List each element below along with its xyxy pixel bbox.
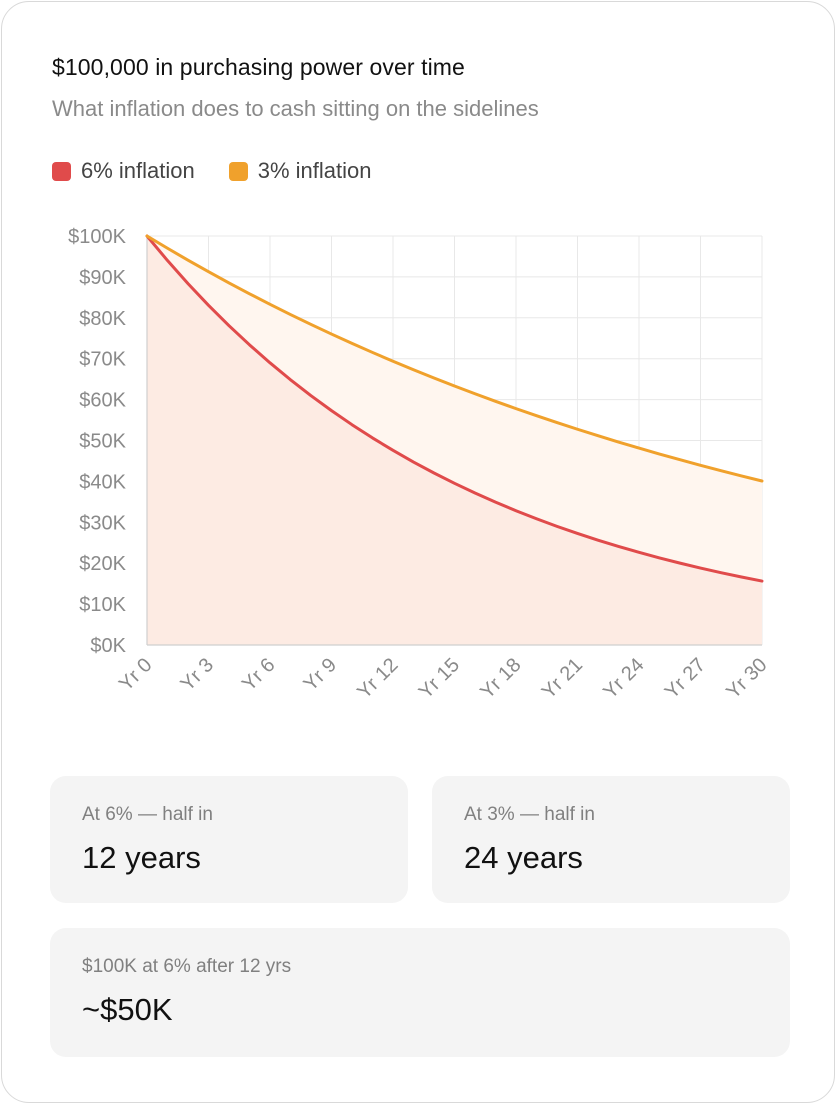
x-tick-label: Yr 30 <box>722 654 771 703</box>
x-tick-label: Yr 9 <box>300 654 341 695</box>
legend-swatch-3pct <box>228 161 248 181</box>
y-tick-label: $50K <box>79 431 126 453</box>
y-tick-label: $60K <box>79 390 126 412</box>
y-tick-label: $20K <box>79 553 126 575</box>
series-area <box>147 236 762 645</box>
stat-value-3pct: 24 years <box>464 840 583 875</box>
stat-label-6pct: At 6% — half in <box>82 804 213 825</box>
y-tick-label: $0K <box>90 635 126 657</box>
y-tick-label: $30K <box>79 512 126 534</box>
legend-item-3pct[interactable]: 3% inflation <box>228 158 372 184</box>
x-tick-label: Yr 3 <box>177 654 218 695</box>
stat-value-value-after-12yrs: ~$50K <box>82 992 173 1027</box>
chart-subtitle: What inflation does to cash sitting on t… <box>52 96 539 121</box>
stat-card-3pct: At 3% — half in 24 years <box>432 776 790 903</box>
x-tick-label: Yr 12 <box>353 654 402 703</box>
legend-label-6pct: 6% inflation <box>81 158 195 183</box>
legend: 6% inflation 3% inflation <box>52 158 406 184</box>
stat-label-3pct: At 3% — half in <box>464 804 595 825</box>
y-tick-label: $90K <box>79 267 126 289</box>
legend-swatch-6pct <box>52 161 71 181</box>
x-tick-label: Yr 15 <box>415 654 464 703</box>
x-tick-label: Yr 21 <box>538 654 587 703</box>
x-tick-label: Yr 0 <box>115 654 156 695</box>
x-tick-label: Yr 24 <box>599 654 648 703</box>
legend-label-3pct: 3% inflation <box>257 158 372 183</box>
legend-item-6pct[interactable]: 6% inflation <box>52 158 195 184</box>
stat-card-6pct: At 6% — half in 12 years <box>50 776 408 903</box>
stat-value-6pct: 12 years <box>82 840 201 875</box>
x-tick-label: Yr 18 <box>476 654 525 703</box>
y-tick-label: $70K <box>79 349 126 371</box>
series-line <box>145 234 764 583</box>
y-tick-label: $10K <box>79 594 126 616</box>
x-tick-label: Yr 6 <box>238 654 279 695</box>
x-tick-label: Yr 27 <box>661 654 710 703</box>
y-tick-label: $40K <box>79 471 126 493</box>
y-tick-label: $100K <box>68 226 126 248</box>
y-tick-label: $80K <box>79 308 126 330</box>
stat-label-value-after-12yrs: $100K at 6% after 12 yrs <box>82 956 292 977</box>
stat-card-value-after-12yrs: $100K at 6% after 12 yrs ~$50K <box>50 928 790 1057</box>
chart-title: $100,000 in purchasing power over time <box>52 54 465 80</box>
series-line <box>145 234 764 483</box>
line-chart: $0K $10K $20K $30K $40K $50K $60K $70K $80K $90K $… <box>68 226 771 703</box>
